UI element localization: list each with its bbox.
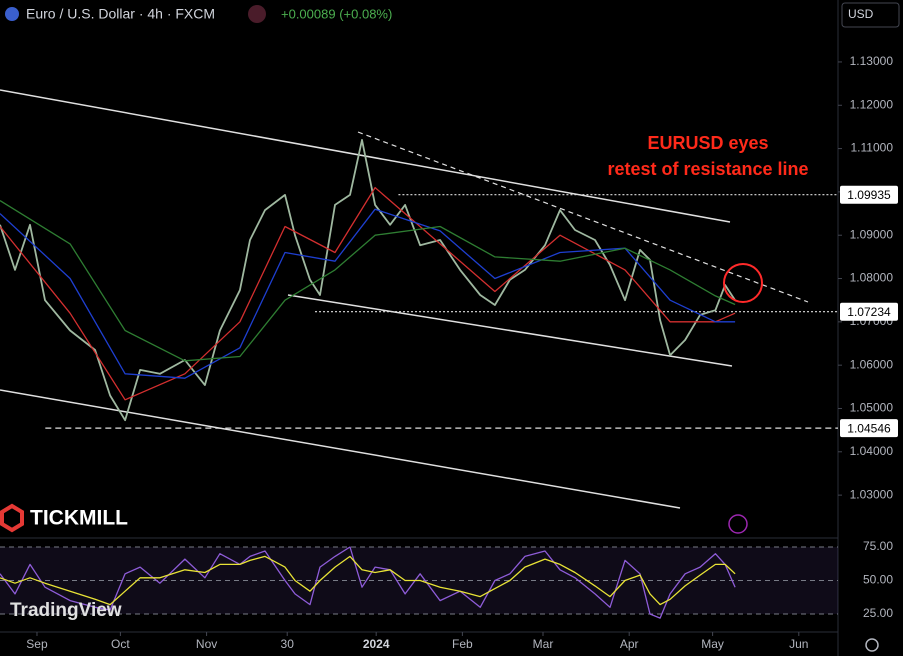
x-tick-label: May (701, 637, 724, 651)
trendline (0, 389, 681, 509)
annotation: retest of resistance line (607, 159, 808, 179)
level-label-box (840, 302, 898, 321)
y-tick-label: 1.06000 (850, 357, 894, 371)
highlight-circle (723, 263, 763, 303)
level-label-box (840, 185, 898, 204)
broker-logo (0, 503, 24, 533)
y-tick-label: 1.12000 (850, 97, 894, 111)
y-tick-label: 1.04000 (850, 444, 894, 458)
x-tick-label: Jun (789, 637, 808, 651)
price-change: +0.00089 (+0.08%) (281, 6, 392, 21)
y-tick-label: 25.00 (863, 606, 893, 620)
y-tick-label: 75.00 (863, 539, 893, 553)
currency-label: USD (848, 7, 874, 21)
series-line (0, 139, 736, 422)
broker-name: TICKMILL (30, 507, 128, 530)
series-line (0, 208, 736, 379)
y-tick-label: 1.05000 (850, 401, 894, 415)
platform-name: TradingView (10, 600, 122, 621)
indicator-icon[interactable] (248, 5, 266, 23)
level-label: 1.09935 (847, 188, 891, 202)
alert-icon[interactable] (728, 514, 748, 534)
y-tick-label: 1.08000 (850, 271, 894, 285)
x-tick-label: Nov (196, 637, 217, 651)
currency-dropdown[interactable] (841, 2, 900, 28)
x-tick-label: Apr (620, 637, 639, 651)
x-tick-label: Oct (111, 637, 130, 651)
series-line (0, 555, 736, 606)
trendline (287, 294, 733, 367)
symbol-title: Euro / U.S. Dollar · 4h · FXCM (26, 6, 215, 22)
rsi-pane (0, 538, 838, 632)
series-line (0, 186, 736, 401)
x-tick-label: 30 (281, 637, 295, 651)
level-label: 1.04546 (847, 421, 891, 435)
settings-icon[interactable] (865, 638, 879, 652)
x-tick-label: 2024 (363, 637, 390, 651)
y-tick-label: 1.13000 (850, 54, 894, 68)
annotation: EURUSD eyes (647, 133, 768, 153)
x-tick-label: Sep (26, 637, 48, 651)
y-tick-label: 1.11000 (851, 141, 894, 155)
plot: 1.030001.040001.050001.060001.070001.080… (0, 54, 898, 651)
y-tick-label: 1.03000 (850, 487, 894, 501)
y-tick-label: 50.00 (863, 573, 893, 587)
resistance-line (357, 131, 809, 303)
x-tick-label: Mar (533, 637, 554, 651)
level-label: 1.07234 (847, 305, 891, 319)
symbol-icon (5, 7, 19, 21)
level-label-box (840, 419, 898, 438)
y-tick-label: 1.09000 (850, 227, 894, 241)
series-line (0, 200, 736, 362)
x-tick-label: Feb (452, 637, 473, 651)
series-line (0, 546, 736, 619)
